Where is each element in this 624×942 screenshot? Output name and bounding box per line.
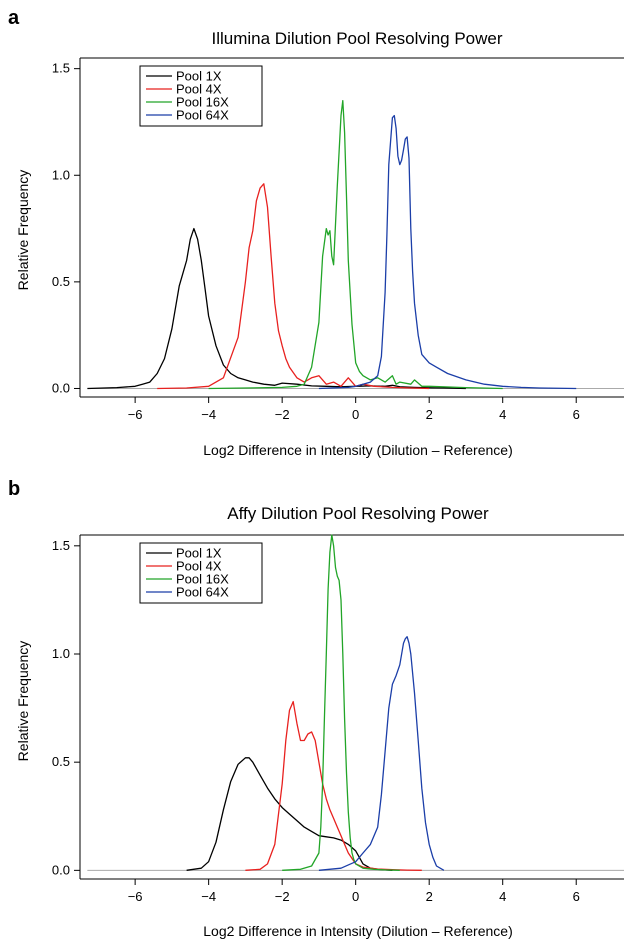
legend-label: Pool 4X	[176, 82, 222, 97]
y-tick-label: 1.0	[52, 167, 70, 182]
series-line-pool-64x	[318, 636, 445, 871]
x-tick-label: −4	[201, 407, 216, 422]
x-axis-label: Log2 Difference in Intensity (Dilution –…	[203, 442, 512, 458]
x-tick-label: −4	[201, 889, 216, 904]
x-tick-label: −6	[128, 407, 143, 422]
x-tick-label: −6	[128, 889, 143, 904]
x-tick-label: 4	[499, 407, 506, 422]
chart-illumina: a Illumina Dilution Pool Resolving Power…	[8, 7, 624, 458]
y-tick-label: 0.5	[52, 274, 70, 289]
legend-label: Pool 1X	[176, 546, 222, 561]
x-tick-label: 6	[573, 407, 580, 422]
chart-title: Illumina Dilution Pool Resolving Power	[211, 29, 502, 48]
x-axis-label: Log2 Difference in Intensity (Dilution –…	[203, 923, 512, 939]
x-tick-label: 6	[573, 889, 580, 904]
x-tick-label: −2	[275, 889, 290, 904]
series-line-pool-64x	[318, 114, 577, 390]
series-line-pool-4x	[157, 183, 430, 390]
y-axis-label: Relative Frequency	[15, 641, 31, 762]
series-line-pool-1x	[87, 227, 466, 390]
x-tick-label: −2	[275, 407, 290, 422]
x-tick-label: 2	[426, 889, 433, 904]
legend-label: Pool 4X	[176, 559, 222, 574]
series-line-pool-1x	[186, 757, 393, 871]
legend-label: Pool 16X	[176, 95, 229, 110]
y-axis-label: Relative Frequency	[15, 170, 31, 291]
y-tick-label: 0.0	[52, 862, 70, 877]
panel-letter-a: a	[8, 7, 20, 29]
x-tick-label: 4	[499, 889, 506, 904]
series-line-pool-16x	[208, 99, 503, 390]
chart-affy: b Affy Dilution Pool Resolving Power Rel…	[8, 478, 624, 939]
series-line-pool-4x	[245, 700, 422, 871]
y-tick-label: 1.0	[52, 646, 70, 661]
legend-label: Pool 16X	[176, 572, 229, 587]
y-tick-label: 1.5	[52, 538, 70, 553]
x-tick-label: 2	[426, 407, 433, 422]
legend-label: Pool 1X	[176, 69, 222, 84]
panel-letter-b: b	[8, 478, 20, 500]
chart-title: Affy Dilution Pool Resolving Power	[227, 504, 489, 523]
y-tick-label: 1.5	[52, 61, 70, 76]
y-tick-label: 0.0	[52, 380, 70, 395]
legend-label: Pool 64X	[176, 108, 229, 123]
legend-label: Pool 64X	[176, 585, 229, 600]
x-tick-label: 0	[352, 407, 359, 422]
x-tick-label: 0	[352, 889, 359, 904]
y-tick-label: 0.5	[52, 754, 70, 769]
series-line-pool-16x	[282, 534, 400, 871]
